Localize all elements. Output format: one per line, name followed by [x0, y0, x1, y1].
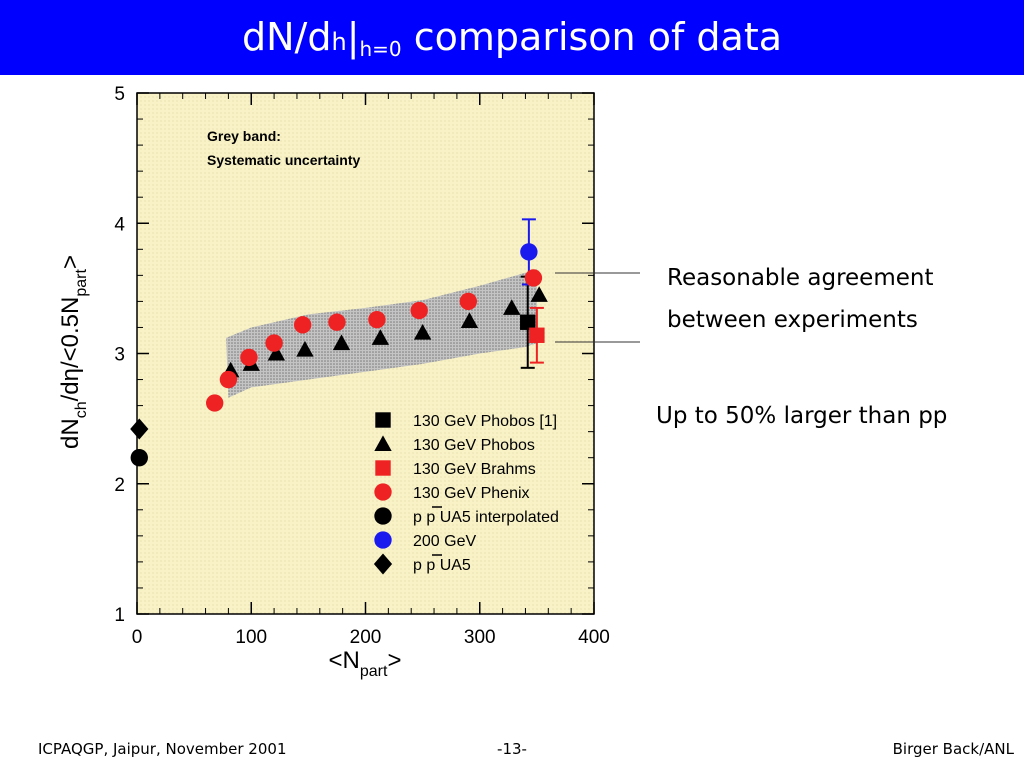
data-point	[206, 394, 224, 412]
title-part-d: h=0	[359, 37, 402, 61]
data-point	[267, 344, 286, 361]
x-tick-label: 0	[132, 627, 143, 648]
data-point	[410, 301, 428, 320]
callout-agreement-line1: Reasonable agreement	[667, 265, 934, 291]
xlabel-sub: part	[360, 663, 388, 680]
data-point	[529, 327, 545, 343]
annotation-line1: Grey band:	[207, 128, 281, 144]
data-point	[530, 286, 548, 302]
x-tick-label: 300	[464, 627, 496, 648]
data-point	[296, 340, 314, 357]
legend-label: 200 GeV	[413, 533, 476, 550]
y-axis-label: dNch/dη/<0.5Npart>	[57, 255, 90, 449]
axis-ticks: 0 100 200 300 400 1 2 3 4 5	[114, 84, 609, 648]
legend-marker	[374, 507, 392, 525]
data-point	[293, 316, 312, 334]
legend-marker	[374, 531, 392, 549]
ylabel-b: /dη/<0.5N	[57, 297, 84, 402]
title-bar	[0, 0, 1024, 75]
legend-label: p p UA5	[413, 557, 471, 574]
data-point	[460, 312, 479, 328]
legend-label: 130 GeV Phobos [1]	[413, 413, 557, 430]
legend-marker	[374, 435, 392, 451]
x-tick-label: 100	[235, 627, 267, 648]
data-point	[520, 314, 536, 330]
ylabel-sub2: part	[73, 269, 90, 297]
x-axis-label: <Npart>	[329, 647, 402, 680]
x-tick-label: 400	[578, 627, 610, 648]
data-point	[503, 299, 521, 315]
x-tick-label: 200	[350, 627, 382, 648]
y-tick-label: 3	[114, 345, 125, 366]
data-marks	[130, 243, 548, 467]
data-point	[240, 348, 258, 367]
data-point	[219, 370, 238, 389]
xlabel-base: <N	[329, 647, 360, 674]
y-tick-label: 2	[114, 475, 125, 496]
legend-marker	[375, 412, 391, 428]
title-part-a: dN/d	[241, 15, 332, 59]
legend-label: p p UA5 interpolated	[413, 509, 559, 526]
data-point	[524, 269, 543, 287]
legend-label: 130 GeV Brahms	[413, 461, 536, 478]
data-point	[520, 243, 538, 261]
data-point	[265, 334, 283, 352]
data-point	[130, 449, 148, 467]
ylabel-c: >	[57, 255, 84, 269]
legend-marker	[374, 483, 392, 501]
data-point	[332, 334, 351, 351]
legend-marker	[375, 460, 391, 476]
data-point	[371, 329, 390, 345]
ylabel-sub1: ch	[73, 401, 90, 418]
data-point	[328, 313, 346, 331]
footer-left: ICPAQGP, Jaipur, November 2001	[38, 740, 287, 758]
callout-agreement-line2: between experiments	[667, 307, 918, 333]
legend-marker	[373, 553, 393, 575]
data-point	[130, 418, 149, 440]
slide-title: dN/dh|h=0 comparison of data	[0, 0, 1024, 75]
data-point	[459, 292, 478, 311]
legend: 130 GeV Phobos [1] 130 GeV Phobos 130 GeV …	[373, 412, 559, 575]
footer-author: Birger Back/ANL	[892, 740, 1014, 758]
data-point	[368, 310, 386, 329]
legend-label: 130 GeV Phenix	[413, 485, 530, 502]
title-part-c: |	[346, 15, 360, 59]
xlabel-end: >	[387, 647, 401, 674]
title-part-b: h	[331, 28, 347, 56]
y-tick-label: 4	[114, 214, 125, 235]
annotation-line2: Systematic uncertainty	[207, 152, 360, 168]
y-tick-label: 1	[114, 605, 125, 626]
title-part-e: comparison of data	[401, 15, 783, 59]
callout-pp: Up to 50% larger than pp	[656, 403, 948, 429]
legend-label: 130 GeV Phobos	[413, 437, 535, 454]
data-point	[413, 323, 432, 340]
ylabel-a: dN	[57, 418, 84, 449]
y-tick-label: 5	[114, 84, 125, 105]
footer-page-number: -13-	[497, 740, 527, 758]
